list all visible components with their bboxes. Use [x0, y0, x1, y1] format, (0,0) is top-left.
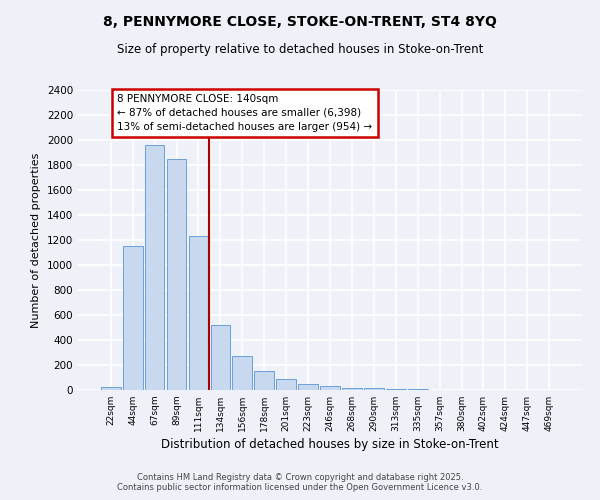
Bar [298, 384, 318, 390]
Bar [342, 388, 362, 390]
Text: 8 PENNYMORE CLOSE: 140sqm
← 87% of detached houses are smaller (6,398)
13% of se: 8 PENNYMORE CLOSE: 140sqm ← 87% of detac… [118, 94, 373, 132]
Text: 8, PENNYMORE CLOSE, STOKE-ON-TRENT, ST4 8YQ: 8, PENNYMORE CLOSE, STOKE-ON-TRENT, ST4 … [103, 15, 497, 29]
Bar [167, 159, 187, 390]
Bar [276, 379, 296, 390]
Bar [232, 356, 252, 390]
Bar [254, 370, 274, 390]
Bar [211, 325, 230, 390]
Bar [101, 387, 121, 390]
X-axis label: Distribution of detached houses by size in Stoke-on-Trent: Distribution of detached houses by size … [161, 438, 499, 451]
Bar [364, 388, 384, 390]
Y-axis label: Number of detached properties: Number of detached properties [31, 152, 41, 328]
Bar [123, 246, 143, 390]
Bar [188, 236, 208, 390]
Bar [320, 386, 340, 390]
Bar [145, 145, 164, 390]
Text: Size of property relative to detached houses in Stoke-on-Trent: Size of property relative to detached ho… [117, 42, 483, 56]
Text: Contains HM Land Registry data © Crown copyright and database right 2025.
Contai: Contains HM Land Registry data © Crown c… [118, 473, 482, 492]
Bar [386, 389, 406, 390]
